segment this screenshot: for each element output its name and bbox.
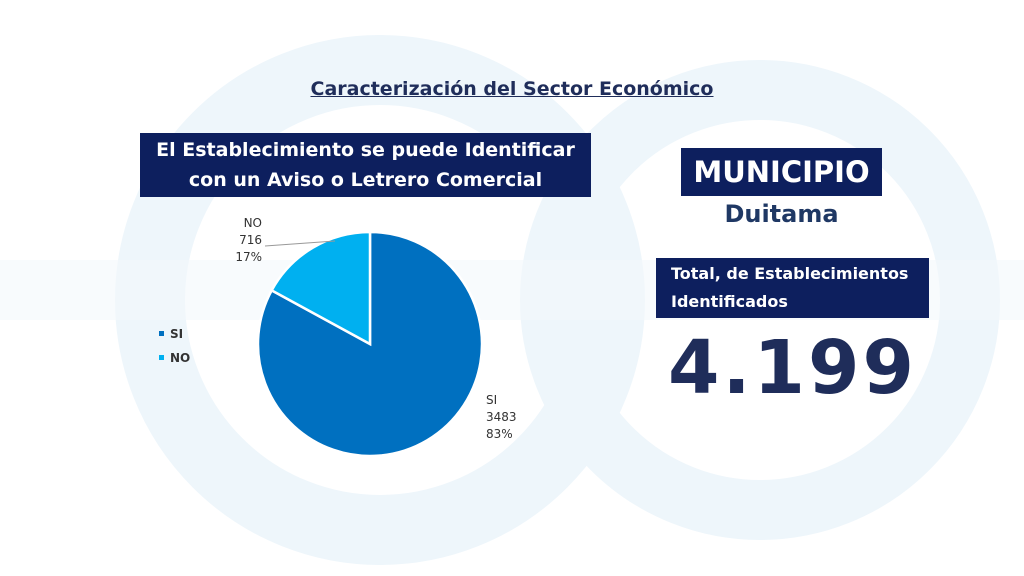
chart-title: El Establecimiento se puede Identificar … (140, 133, 591, 197)
data-label-value: 716 (239, 233, 262, 247)
legend-marker (159, 355, 164, 360)
leader-line (264, 240, 336, 247)
legend-label: SI (170, 327, 183, 341)
data-label-category: SI (486, 393, 497, 407)
municipio-label: MUNICIPIO (681, 148, 882, 196)
legend-label: NO (170, 351, 190, 365)
legend-marker (159, 331, 164, 336)
data-label-percent: 83% (486, 427, 513, 441)
data-label-value: 3483 (486, 410, 517, 424)
total: 4.199 (667, 325, 918, 411)
municipio: Duitama (724, 200, 839, 228)
pie-slice (269, 230, 372, 347)
data-label-category: NO (244, 216, 262, 230)
total-label: Total, de Establecimientos Identificados (656, 258, 929, 318)
slide-title: Caracterización del Sector Económico (310, 78, 714, 100)
data-label-percent: 17% (235, 250, 262, 264)
